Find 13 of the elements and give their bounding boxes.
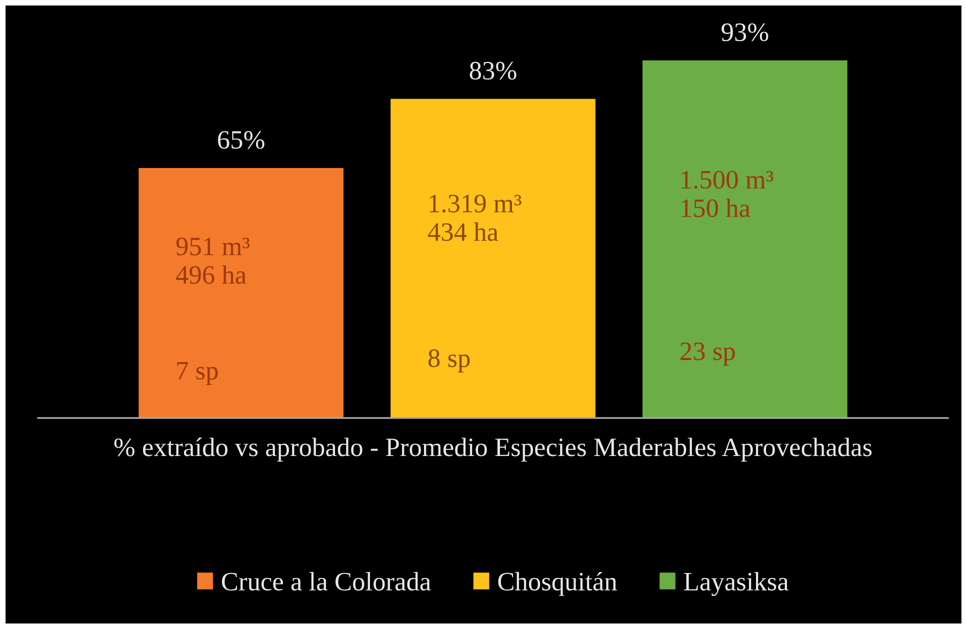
annotation: 8 sp bbox=[428, 349, 470, 373]
x-axis-title: % extraído vs aprobado - Promedio Especies Maderables Aprovechadas bbox=[114, 438, 872, 462]
data-label: 65% bbox=[218, 131, 264, 149]
annotation: 1.500 m³ 150 ha bbox=[682, 170, 774, 218]
legend-label: Cruce a la Colorada bbox=[222, 572, 431, 591]
annotation: 23 sp bbox=[680, 342, 735, 366]
legend-label: Layasiksa bbox=[684, 572, 788, 596]
annotation: 951 m³ 496 ha bbox=[176, 238, 250, 284]
annotation: 1.319 m³ 434 ha bbox=[428, 194, 522, 241]
data-label: 83% bbox=[470, 62, 516, 80]
data-label: 93% bbox=[722, 23, 768, 42]
legend-label: Chosquitán bbox=[498, 572, 617, 596]
annotation: 7 sp bbox=[177, 362, 218, 385]
